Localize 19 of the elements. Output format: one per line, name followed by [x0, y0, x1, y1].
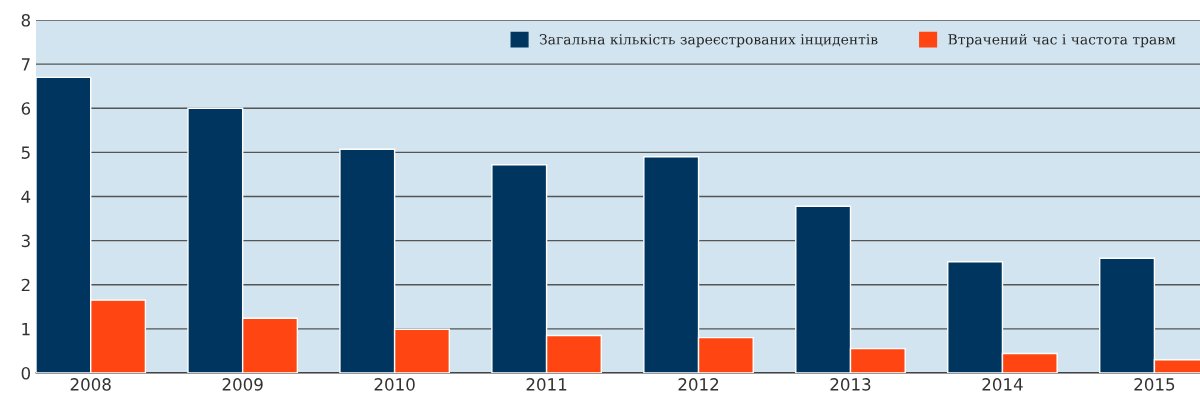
y-tick-label: 2	[21, 278, 30, 292]
x-tick-label: 2015	[1134, 378, 1175, 391]
legend-label: Втрачений час і частота травм	[948, 33, 1176, 48]
y-tick-label: 7	[21, 58, 30, 71]
y-tick-label: 8	[21, 14, 30, 27]
y-tick-label: 4	[21, 190, 31, 203]
x-tick-label: 2009	[222, 378, 263, 391]
y-tick-label: 1	[22, 323, 30, 336]
x-tick-label: 2008	[70, 378, 111, 391]
legend-label: Загальна кількість зареєстрованих інцидентів	[539, 34, 878, 48]
x-tick-label: 2013	[830, 378, 871, 391]
y-tick-label: 6	[21, 102, 31, 115]
x-tick-label: 2014	[982, 378, 1023, 391]
x-tick-label: 2012	[678, 378, 719, 391]
x-tick-label: 2011	[526, 378, 567, 391]
y-tick-label: 3	[21, 234, 30, 248]
x-tick-label: 2010	[374, 378, 415, 391]
y-tick-label: 5	[21, 146, 30, 159]
y-tick-label: 0	[21, 366, 31, 380]
